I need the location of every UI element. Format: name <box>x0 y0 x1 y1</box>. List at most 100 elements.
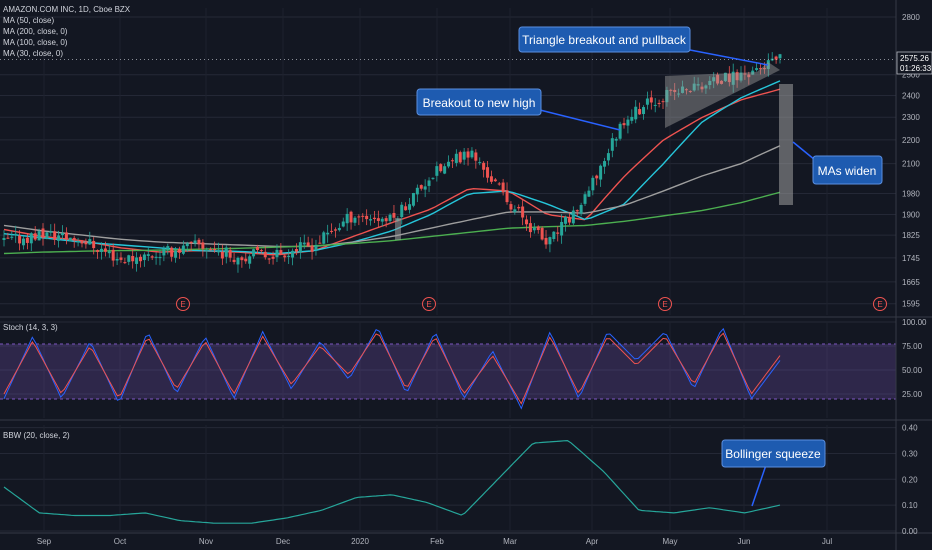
earnings-marker-jan[interactable]: E <box>422 297 436 311</box>
candle <box>704 84 708 94</box>
earnings-marker-jul[interactable]: E <box>873 297 887 311</box>
candle-body <box>283 255 287 258</box>
candle <box>739 66 743 83</box>
time-tick-label: Sep <box>37 537 52 546</box>
candle-body <box>603 161 607 167</box>
candle <box>470 147 474 159</box>
candle <box>735 69 739 88</box>
candle <box>287 249 291 265</box>
stoch-tick-label: 50.00 <box>902 366 923 375</box>
candle <box>521 199 525 226</box>
candle <box>236 256 240 273</box>
price-tick-label: 1980 <box>902 190 920 199</box>
earnings-marker-apr[interactable]: E <box>658 297 672 311</box>
price-tick-label: 1665 <box>902 278 920 287</box>
candle <box>318 235 322 244</box>
candle <box>232 253 236 265</box>
candle-body <box>314 245 318 250</box>
candle-body <box>774 56 778 60</box>
candle <box>408 198 412 214</box>
candle <box>614 137 618 147</box>
callout-squeeze[interactable]: Bollinger squeeze <box>721 439 826 507</box>
candle <box>361 213 365 223</box>
candle-body <box>778 54 782 59</box>
price-tick-label: 2800 <box>902 13 920 22</box>
callout-mas-label: MAs widen <box>818 164 877 178</box>
candle <box>649 90 653 110</box>
candle <box>174 247 178 263</box>
candle <box>14 225 18 243</box>
callout-squeeze-label: Bollinger squeeze <box>725 447 821 461</box>
candle-body <box>727 73 731 83</box>
candle-body <box>29 233 33 244</box>
earnings-marker-label: E <box>180 300 185 309</box>
earnings-marker-oct[interactable]: E <box>176 297 190 311</box>
candle-body <box>657 102 661 104</box>
candle <box>314 239 318 256</box>
candle-body <box>10 236 14 238</box>
candle <box>88 231 92 245</box>
ma-line-1 <box>3 80 781 255</box>
earnings-markers[interactable]: E E E E <box>176 297 887 311</box>
candle <box>111 243 115 267</box>
candle <box>337 223 341 232</box>
candle-body <box>704 85 708 89</box>
candle-body <box>439 164 443 172</box>
candle <box>142 252 146 267</box>
candle-body <box>228 250 232 258</box>
candle <box>528 216 532 238</box>
candle <box>181 240 185 256</box>
candle-body <box>294 249 298 252</box>
candle-body <box>131 255 135 262</box>
candle <box>493 178 497 182</box>
candle-body <box>349 211 353 223</box>
candle <box>684 88 688 95</box>
time-tick-label: 2020 <box>351 537 369 546</box>
candle <box>462 147 466 165</box>
callout-mas[interactable]: MAs widen <box>792 141 883 185</box>
candle-body <box>470 150 474 158</box>
time-axis[interactable]: Sep Oct Nov Dec 2020 Feb Mar Apr May Jun Jul <box>37 537 832 546</box>
candlesticks <box>2 52 782 273</box>
stoch-tick-label: 25.00 <box>902 390 923 399</box>
candle-body <box>41 228 45 238</box>
bbw-pane[interactable] <box>0 425 896 532</box>
candle-body <box>185 243 189 247</box>
candle-body <box>751 70 755 75</box>
candle <box>76 237 80 247</box>
candle-body <box>205 250 209 252</box>
candle-body <box>528 223 532 233</box>
candle <box>131 248 135 269</box>
candle-body <box>333 229 337 231</box>
candle-body <box>142 254 146 261</box>
candle-body <box>513 209 517 213</box>
candle <box>595 174 599 186</box>
candle <box>415 184 419 203</box>
candle-body <box>255 246 259 251</box>
stoch-pane[interactable] <box>0 321 896 418</box>
callout-triangle[interactable]: Triangle breakout and pullback <box>518 26 769 66</box>
candle-body <box>645 98 649 105</box>
price-tick-label: 2300 <box>902 113 920 122</box>
candle <box>162 245 166 262</box>
candle-body <box>716 74 720 84</box>
candle-body <box>240 257 244 261</box>
candle-body <box>692 83 696 91</box>
candle-body <box>135 257 139 264</box>
candle <box>240 255 244 268</box>
candle-body <box>345 213 349 224</box>
candle-body <box>462 151 466 160</box>
price-tick-label: 1900 <box>902 211 920 220</box>
candle-body <box>123 262 127 264</box>
price-axis[interactable]: 1595 1665 1745 1825 1900 1980 2100 2200 2300 2400… <box>902 13 927 536</box>
candle-body <box>201 242 205 249</box>
ma-line-2 <box>3 145 781 248</box>
candle <box>474 149 478 169</box>
candle <box>263 246 267 260</box>
candle <box>575 209 579 217</box>
last-price-tag: 2575.26 01:26:33 <box>896 51 932 75</box>
callout-breakout[interactable]: Breakout to new high <box>416 88 621 131</box>
candle-body <box>661 101 665 103</box>
candle-body <box>458 152 462 163</box>
candle <box>540 226 544 241</box>
